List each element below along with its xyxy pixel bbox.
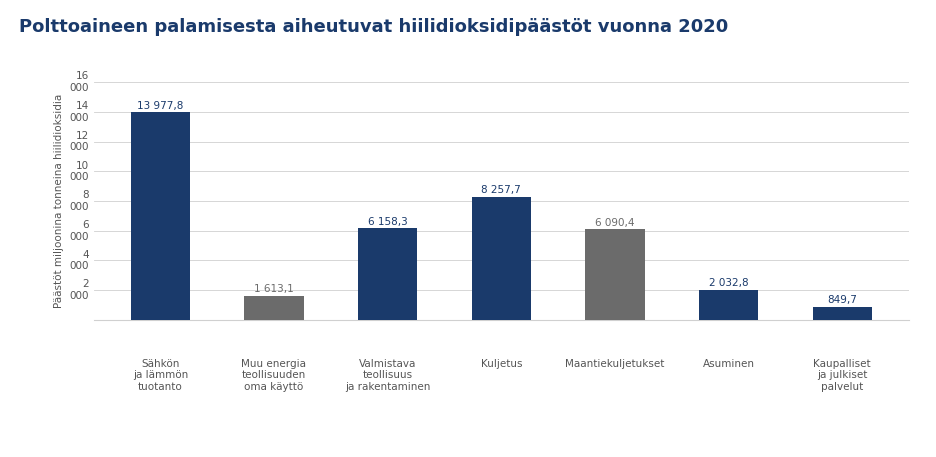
Bar [585,229,644,320]
Bar [358,228,417,320]
Text: 13 977,8: 13 977,8 [137,101,183,111]
Bar [812,307,870,320]
Text: Polttoaineen palamisesta aiheutuvat hiilidioksidipäästöt vuonna 2020: Polttoaineen palamisesta aiheutuvat hiil… [19,18,727,36]
Bar [698,290,757,320]
Bar [471,197,531,320]
Bar [244,296,303,320]
Y-axis label: Päästöt miljoonina tonneina hiilidioksidia: Päästöt miljoonina tonneina hiilidioksid… [53,94,64,308]
Text: 8 257,7: 8 257,7 [481,186,520,196]
Text: 6 158,3: 6 158,3 [367,217,407,227]
Text: 6 090,4: 6 090,4 [594,218,634,228]
Text: 1 613,1: 1 613,1 [254,284,294,294]
Text: 849,7: 849,7 [826,296,856,305]
Text: 2 032,8: 2 032,8 [708,278,748,288]
Bar [131,112,190,320]
